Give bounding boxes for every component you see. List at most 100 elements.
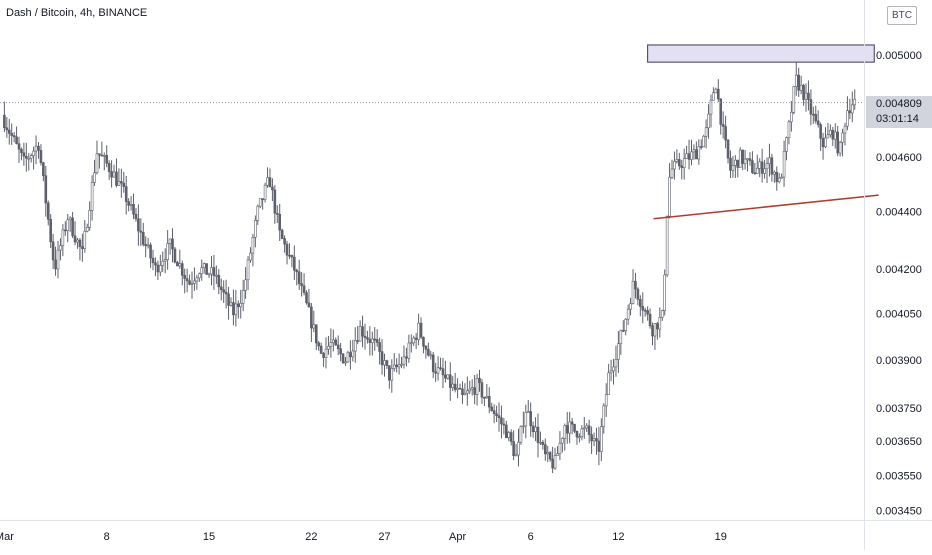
candle: [407, 334, 411, 363]
candle-body: [841, 132, 844, 143]
candle: [794, 62, 798, 96]
candle-body: [149, 244, 152, 259]
candle: [193, 267, 196, 291]
candle: [310, 303, 313, 343]
candle: [44, 165, 48, 217]
candle-body: [536, 426, 540, 443]
candle-body: [561, 438, 564, 444]
candle-body: [821, 137, 825, 148]
candle-body: [54, 259, 57, 270]
candle-body: [310, 306, 313, 329]
candle-body: [319, 345, 323, 354]
candle-body: [612, 366, 615, 372]
currency-badge[interactable]: BTC: [887, 6, 917, 25]
candle-body: [580, 428, 584, 438]
candle: [539, 431, 542, 445]
time-axis[interactable]: Mar 8 15 22 27 Apr 6 12 19: [0, 531, 727, 543]
candle-body: [653, 323, 657, 337]
candle-body: [385, 360, 389, 366]
candle-body: [17, 143, 21, 150]
candle-body: [475, 377, 479, 395]
candle: [663, 269, 666, 316]
candle: [775, 166, 779, 191]
candle-body: [646, 310, 649, 315]
candle: [171, 228, 174, 263]
candle-body: [305, 292, 308, 304]
candle-body: [93, 172, 96, 183]
candle-body: [268, 177, 272, 188]
candle-body: [73, 235, 77, 243]
candle-body: [578, 436, 581, 439]
candle: [692, 144, 696, 160]
candle-body: [446, 374, 450, 379]
candle-body: [497, 415, 501, 419]
candle-body: [480, 382, 484, 398]
candle-body: [814, 114, 818, 122]
candle-body: [83, 230, 87, 249]
candle-body: [626, 308, 630, 320]
candle-body: [831, 129, 835, 140]
candle: [592, 432, 596, 447]
candle: [624, 318, 628, 336]
candle: [639, 295, 642, 317]
candle-body: [461, 388, 464, 396]
candle-body: [448, 374, 452, 388]
candle-body: [651, 325, 654, 337]
candle: [695, 141, 698, 160]
candle: [154, 257, 157, 277]
candle: [634, 272, 637, 299]
candle: [222, 280, 225, 303]
candle-body: [110, 171, 113, 178]
candle: [302, 273, 306, 296]
candle-body: [246, 259, 250, 281]
candle-body: [141, 231, 145, 245]
candle-body: [383, 360, 386, 366]
candle: [524, 404, 528, 439]
candle: [356, 325, 359, 345]
candle: [619, 329, 623, 355]
candle-body: [665, 215, 669, 276]
candle: [699, 139, 703, 150]
candle-body: [802, 84, 805, 100]
candle: [768, 143, 771, 177]
candle: [59, 238, 62, 261]
candle-body: [590, 434, 593, 442]
candle: [34, 135, 38, 165]
candle-body: [743, 158, 747, 164]
resistance-box[interactable]: [647, 44, 875, 63]
candle: [468, 380, 472, 395]
candle-body: [163, 259, 167, 262]
candle: [151, 249, 155, 271]
candle-body: [107, 163, 111, 172]
candle-body: [397, 364, 401, 368]
candle: [351, 339, 355, 362]
candle-body: [502, 423, 506, 426]
candle: [570, 417, 574, 435]
candle-body: [546, 452, 550, 455]
candle-body: [543, 444, 547, 455]
price-axis[interactable]: 0.005000 0.004600 0.004400 0.004200 0.004050…: [876, 50, 922, 518]
candle-body: [105, 154, 109, 164]
candle: [561, 437, 564, 453]
candle-body: [232, 302, 235, 316]
candle-body: [848, 110, 852, 114]
candle-body: [629, 303, 632, 310]
candle: [190, 271, 194, 299]
candle-body: [68, 217, 72, 221]
candle-body: [122, 182, 126, 187]
candle: [307, 288, 311, 308]
candle: [807, 80, 810, 111]
candle: [400, 356, 403, 369]
candle-body: [215, 274, 218, 277]
candle-body: [487, 395, 491, 408]
candles-layer: [3, 62, 857, 474]
candle: [278, 204, 282, 242]
candle: [95, 140, 99, 175]
candle: [180, 260, 184, 286]
candle: [816, 110, 820, 128]
candle: [132, 193, 135, 220]
candle: [458, 383, 462, 390]
support-trendline[interactable]: [653, 194, 879, 220]
